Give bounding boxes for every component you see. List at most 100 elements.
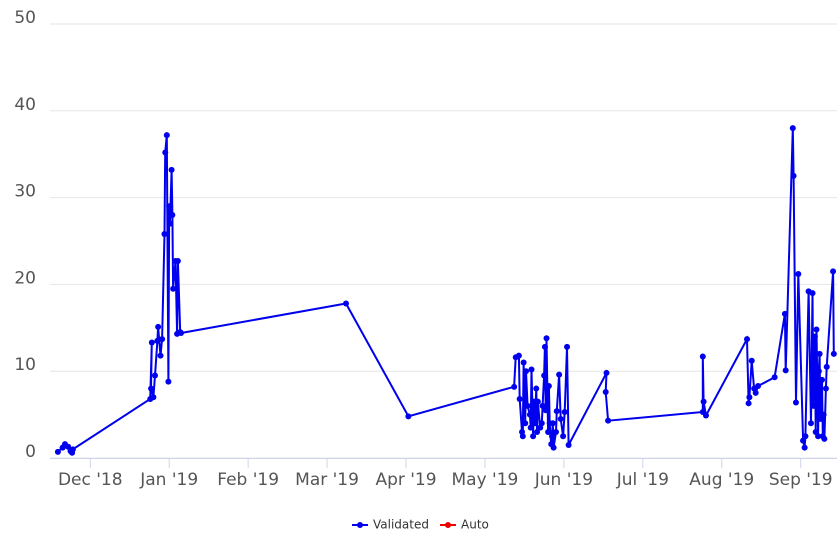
point <box>533 385 540 392</box>
point <box>534 428 541 435</box>
point <box>178 330 185 337</box>
point <box>820 411 827 418</box>
legend-label: Auto <box>461 518 489 532</box>
point <box>168 166 175 173</box>
point <box>541 343 548 350</box>
point <box>159 336 166 343</box>
point <box>549 433 556 440</box>
point <box>516 395 523 402</box>
point <box>561 408 568 415</box>
point <box>807 420 814 427</box>
point <box>830 350 837 357</box>
point <box>155 323 162 330</box>
point <box>702 412 709 419</box>
point <box>830 268 837 275</box>
point <box>148 385 155 392</box>
point <box>564 343 571 350</box>
legend-item[interactable]: Validated <box>352 518 429 532</box>
point <box>699 353 706 360</box>
point <box>556 371 563 378</box>
point <box>157 352 164 359</box>
point <box>174 257 181 264</box>
point <box>789 125 796 132</box>
y-tick-label: 40 <box>14 95 36 115</box>
point <box>528 366 535 373</box>
point <box>161 231 168 238</box>
point <box>154 337 161 344</box>
x-tick-label: Jan '19 <box>139 470 198 490</box>
point <box>526 411 533 418</box>
x-tick-label: Jul '19 <box>616 470 669 490</box>
point <box>603 369 610 376</box>
point <box>781 310 788 317</box>
point <box>815 433 822 440</box>
point <box>549 420 556 427</box>
point <box>520 359 527 366</box>
point <box>819 376 826 383</box>
legend-symbol <box>445 522 451 528</box>
x-tick-label: Mar '19 <box>295 470 359 490</box>
point <box>809 290 816 297</box>
point <box>823 363 830 370</box>
point <box>802 433 809 440</box>
point <box>782 367 789 374</box>
point <box>54 448 61 455</box>
point <box>821 435 828 442</box>
point <box>543 335 550 342</box>
y-tick-label: 20 <box>14 268 36 288</box>
point <box>519 433 526 440</box>
point <box>405 413 412 420</box>
point <box>550 444 557 451</box>
point <box>531 420 538 427</box>
point <box>748 357 755 364</box>
point <box>148 339 155 346</box>
point <box>792 399 799 406</box>
point <box>790 172 797 179</box>
point <box>541 372 548 379</box>
point <box>771 374 778 381</box>
point <box>813 326 820 333</box>
point <box>151 372 158 379</box>
point <box>810 402 817 409</box>
legend-label: Validated <box>373 518 429 532</box>
point <box>515 352 522 359</box>
point <box>755 382 762 389</box>
point <box>166 220 173 227</box>
point <box>545 428 552 435</box>
point <box>700 398 707 405</box>
x-tick-label: Feb '19 <box>217 470 279 490</box>
point <box>165 378 172 385</box>
point <box>527 424 534 431</box>
point <box>166 203 173 210</box>
point <box>162 149 169 156</box>
point <box>552 428 559 435</box>
point <box>553 408 560 415</box>
y-tick-label: 30 <box>14 182 36 202</box>
point <box>170 285 177 292</box>
point <box>811 333 818 340</box>
point <box>752 389 759 396</box>
point <box>545 382 552 389</box>
point <box>795 270 802 277</box>
point <box>522 368 529 375</box>
point <box>815 368 822 375</box>
point <box>534 398 541 405</box>
y-tick-label: 10 <box>14 355 36 375</box>
point <box>602 389 609 396</box>
point <box>522 420 529 427</box>
point <box>605 417 612 424</box>
point <box>69 446 76 453</box>
point <box>511 383 518 390</box>
point <box>530 433 537 440</box>
point <box>539 402 546 409</box>
point <box>746 394 753 401</box>
point <box>524 402 531 409</box>
legend-item[interactable]: Auto <box>440 518 489 532</box>
legend-symbol <box>357 522 363 528</box>
x-tick-label: Aug '19 <box>689 470 754 490</box>
point <box>565 441 572 448</box>
x-tick-label: Sep '19 <box>769 470 833 490</box>
point <box>816 350 823 357</box>
x-tick-label: Jun '19 <box>534 470 593 490</box>
